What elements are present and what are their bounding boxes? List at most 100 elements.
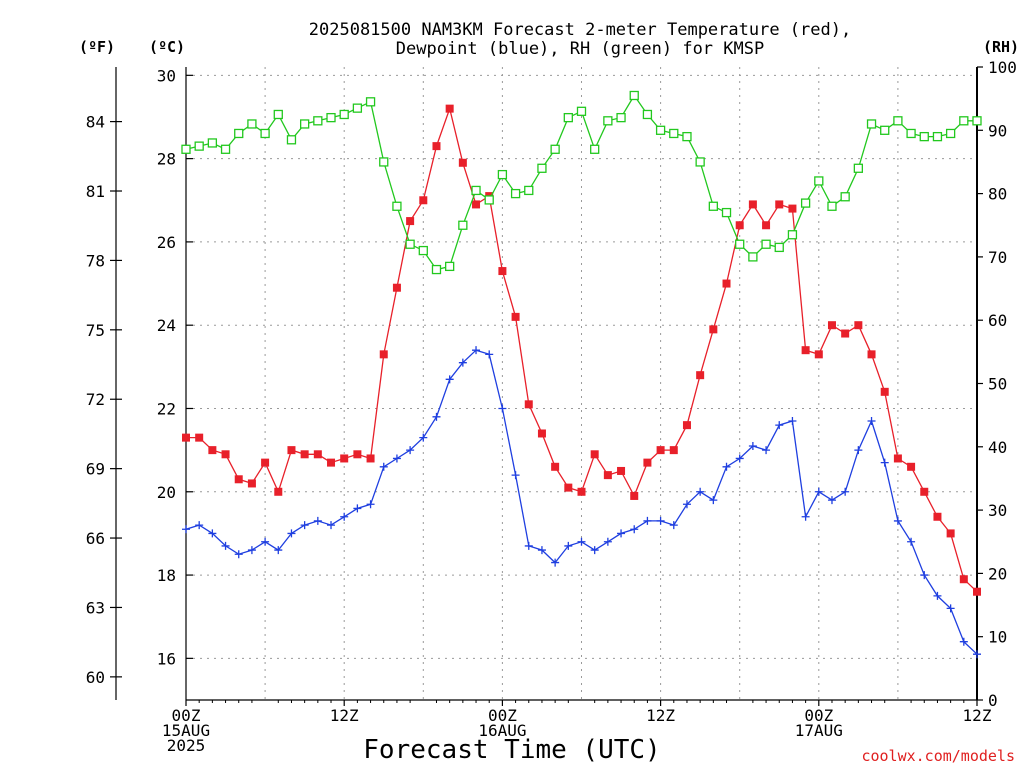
rh-tick-label: 10 xyxy=(988,628,1007,647)
2-meter-temperature-point xyxy=(959,575,968,584)
dewpoint-point xyxy=(867,416,876,425)
rh-tick-label: 60 xyxy=(988,311,1007,330)
celsius-tick-label: 28 xyxy=(157,150,176,169)
dewpoint-point xyxy=(973,650,981,659)
time-tick-label: 16AUG xyxy=(478,721,526,740)
rh-point xyxy=(735,239,745,249)
rh-point xyxy=(299,119,310,129)
rh-point xyxy=(616,112,626,123)
rh-point xyxy=(827,201,837,211)
2-meter-temperature-line xyxy=(186,106,978,593)
dewpoint-point xyxy=(656,516,665,525)
dewpoint-point xyxy=(709,496,718,505)
rh-point xyxy=(273,109,283,120)
dewpoint-point xyxy=(261,537,270,546)
dewpoint-point xyxy=(327,521,336,530)
dewpoint-point xyxy=(234,550,243,559)
2-meter-temperature-point xyxy=(880,387,889,396)
rh-tick-label: 40 xyxy=(988,438,1007,457)
dewpoint-point xyxy=(788,416,797,425)
rh-point xyxy=(906,128,916,139)
rh-point xyxy=(603,116,613,126)
2-meter-temperature-point xyxy=(195,433,204,442)
dewpoint-point xyxy=(313,516,322,525)
rh-point xyxy=(392,201,402,211)
2-meter-temperature-point xyxy=(392,283,401,292)
2-meter-temperature-point xyxy=(748,200,757,209)
dewpoint-point xyxy=(933,591,942,600)
2-meter-temperature-point xyxy=(261,458,270,467)
2-meter-temperature-point xyxy=(788,204,797,213)
dewpoint-point xyxy=(458,358,467,367)
dewpoint-point xyxy=(208,529,217,538)
2-meter-temperature-point xyxy=(722,279,731,288)
time-tick-label: 12Z xyxy=(646,706,675,725)
credit-text: coolwx.com/models xyxy=(861,747,1015,765)
2-meter-temperature-point xyxy=(366,454,375,463)
2-meter-temperature-point xyxy=(603,471,612,480)
fahrenheit-tick-label: 69 xyxy=(86,460,105,479)
rh-point xyxy=(247,119,257,129)
dewpoint-point xyxy=(392,454,401,463)
rh-point xyxy=(932,131,943,142)
2-meter-temperature-point xyxy=(406,217,415,226)
fahrenheit-axis-label: (ºF) xyxy=(79,38,115,56)
rh-point xyxy=(418,245,428,256)
2-meter-temperature-point xyxy=(564,483,573,492)
dewpoint-point xyxy=(893,516,902,525)
dewpoint-point xyxy=(432,412,441,421)
2-meter-temperature-point xyxy=(234,475,243,484)
rh-point xyxy=(748,252,758,262)
2-meter-temperature-point xyxy=(247,479,256,488)
2-meter-temperature-point xyxy=(458,158,467,167)
rh-point xyxy=(919,131,929,142)
dewpoint-point xyxy=(920,571,929,580)
time-tick-label: 00Z xyxy=(804,706,833,725)
rh-point xyxy=(761,239,771,249)
time-tick-label: 12Z xyxy=(963,706,992,725)
2-meter-temperature-point xyxy=(445,104,454,113)
dewpoint-point xyxy=(485,350,494,359)
dewpoint-point xyxy=(854,446,863,455)
celsius-tick-label: 24 xyxy=(157,316,176,335)
rh-point xyxy=(945,128,956,139)
2-meter-temperature-point xyxy=(867,350,876,359)
dewpoint-point xyxy=(274,546,283,555)
rh-point xyxy=(497,169,508,180)
dewpoint-point xyxy=(551,558,560,567)
2-meter-temperature-point xyxy=(353,450,362,459)
2-meter-temperature-point xyxy=(630,491,639,500)
fahrenheit-tick-label: 66 xyxy=(86,529,105,548)
fahrenheit-tick-label: 72 xyxy=(86,390,105,409)
rh-tick-label: 70 xyxy=(988,248,1007,267)
dewpoint-point xyxy=(841,487,850,496)
dewpoint-point xyxy=(946,604,955,613)
chart-title: 2025081500 NAM3KM Forecast 2-meter Tempe… xyxy=(309,20,851,40)
2-meter-temperature-point xyxy=(696,371,705,380)
rh-point xyxy=(695,157,705,167)
celsius-tick-label: 16 xyxy=(157,649,176,668)
dewpoint-point xyxy=(603,537,612,546)
dewpoint-point xyxy=(801,512,810,521)
dewpoint-point xyxy=(511,471,520,480)
2-meter-temperature-point xyxy=(498,267,507,276)
2-meter-temperature-point xyxy=(300,450,309,459)
time-tick-label: 12Z xyxy=(330,706,359,725)
2-meter-temperature-point xyxy=(472,200,481,209)
chart-subtitle: Dewpoint (blue), RH (green) for KMSP xyxy=(396,39,764,59)
2-meter-temperature-point xyxy=(182,433,190,442)
2-meter-temperature-point xyxy=(841,329,850,338)
dewpoint-point xyxy=(696,487,705,496)
2-meter-temperature-point xyxy=(643,458,652,467)
dewpoint-point xyxy=(617,529,626,538)
rh-point xyxy=(774,242,784,253)
rh-point xyxy=(405,239,415,249)
dewpoint-point xyxy=(907,537,916,546)
dewpoint-point xyxy=(524,541,533,550)
rh-point xyxy=(959,116,969,126)
dewpoint-point xyxy=(300,521,309,530)
2-meter-temperature-point xyxy=(221,450,230,459)
2-meter-temperature-point xyxy=(511,312,520,321)
rh-point xyxy=(655,125,666,135)
